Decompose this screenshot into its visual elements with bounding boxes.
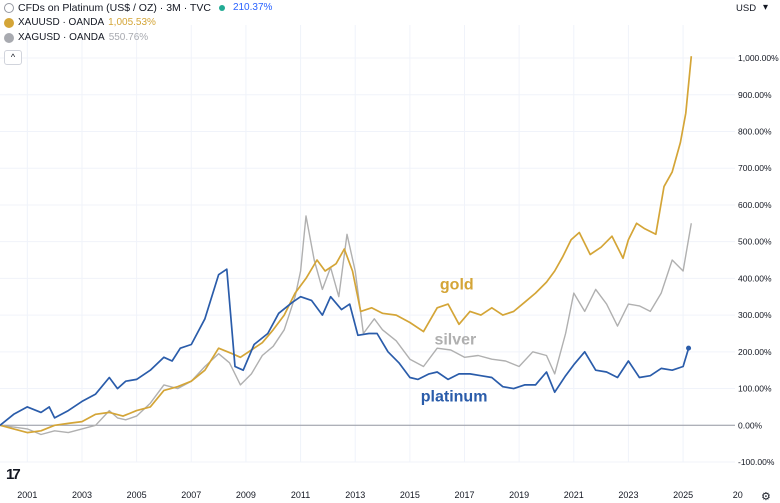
gold-series-line [0, 56, 693, 434]
chevron-up-icon: ^ [10, 52, 16, 62]
gold-symbol-icon [4, 17, 14, 28]
y-tick-label: 400.00% [738, 273, 772, 283]
y-tick-label: 800.00% [738, 126, 772, 136]
tradingview-logo-icon[interactable]: 17 [6, 466, 21, 483]
x-tick-label: 2007 [181, 490, 201, 500]
main-change-value: 210.37% [232, 2, 273, 13]
x-tick-label: 2013 [345, 490, 365, 500]
y-tick-label: 100.00% [738, 384, 772, 394]
x-tick-label: 2017 [454, 490, 474, 500]
x-tick-label: 2009 [236, 490, 256, 500]
chart-series [0, 56, 693, 436]
chart-legend: CFDs on Platinum (US$ / OZ) · 3M · TVC 2… [0, 0, 272, 45]
y-tick-label: 200.00% [738, 347, 772, 357]
y-axis[interactable]: -100.00% 0.00% 100.00% 200.00% 300.00% 400.00… [738, 53, 779, 467]
y-tick-label: 0.00% [738, 420, 763, 430]
x-tick-label: 2019 [509, 490, 529, 500]
currency-selector[interactable]: USD [736, 3, 757, 14]
y-tick-label: 300.00% [738, 310, 772, 320]
market-status-icon [218, 4, 225, 11]
gold-annotation: gold [440, 276, 474, 293]
gold-change-value: 1,005.53% [108, 17, 156, 28]
y-tick-label: -100.00% [738, 457, 775, 467]
x-tick-label: 2003 [72, 490, 92, 500]
chart-grid [0, 25, 735, 463]
collapse-legend-button[interactable]: ^ [4, 50, 22, 65]
platinum-symbol-icon [4, 2, 14, 13]
legend-row-silver[interactable]: XAGUSD · OANDA 550.76% [0, 30, 272, 45]
y-tick-label: 500.00% [738, 237, 772, 247]
x-tick-label: 2023 [618, 490, 638, 500]
chart-annotations: gold silver platinum [421, 276, 488, 405]
silver-series-line [0, 215, 692, 436]
chevron-down-icon[interactable]: ▾ [763, 2, 769, 13]
legend-row-gold[interactable]: XAUUSD · OANDA 1,005.53% [0, 15, 272, 30]
x-tick-label: 2001 [17, 490, 37, 500]
x-tick-label: 2021 [564, 490, 584, 500]
y-tick-label: 700.00% [738, 163, 772, 173]
x-tick-label: 2011 [291, 490, 310, 500]
y-tick-label: 600.00% [738, 200, 772, 210]
platinum-last-point [686, 345, 692, 351]
silver-change-value: 550.76% [108, 32, 149, 43]
platinum-series-line [0, 268, 690, 426]
x-axis[interactable]: 2001 2003 2005 2007 2009 2011 2013 2015 2017 2019… [17, 490, 742, 500]
x-tick-label: 2005 [127, 490, 147, 500]
x-tick-label: 2015 [400, 490, 420, 500]
y-tick-label: 900.00% [738, 90, 772, 100]
silver-symbol-name: XAGUSD · OANDA [18, 32, 105, 43]
legend-row-main[interactable]: CFDs on Platinum (US$ / OZ) · 3M · TVC 2… [0, 0, 272, 15]
y-tick-label: 1,000.00% [738, 53, 779, 63]
gold-symbol-name: XAUUSD · OANDA [18, 17, 105, 28]
x-tick-label: 20 [733, 490, 743, 500]
silver-symbol-icon [4, 32, 14, 43]
x-tick-label: 2025 [673, 490, 693, 500]
settings-gear-icon[interactable]: ⚙ [761, 491, 771, 503]
platinum-annotation: platinum [421, 388, 488, 405]
silver-annotation: silver [434, 331, 476, 348]
main-symbol-title: CFDs on Platinum (US$ / OZ) · 3M · TVC [18, 1, 211, 14]
